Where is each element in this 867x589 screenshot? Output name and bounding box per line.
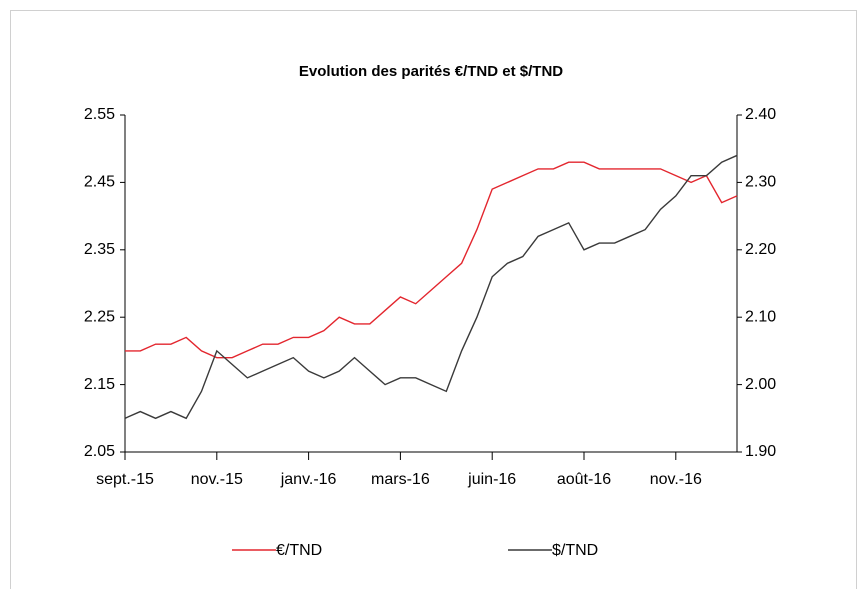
y-tick-label: 2.55 [84,106,115,123]
y-tick-label: 2.05 [84,443,115,460]
x-tick-label: mars-16 [371,471,430,488]
y-tick-label: 2.45 [84,174,115,191]
legend-label: €/TND [276,542,322,559]
x-tick-label: sept.-15 [96,471,154,488]
y2-tick-label: 2.00 [745,376,776,393]
y-tick-label: 2.25 [84,308,115,325]
y2-tick-label: 2.10 [745,308,776,325]
chart-title: Evolution des parités €/TND et $/TND [299,63,563,80]
y-tick-label: 2.35 [84,241,115,258]
y2-tick-label: 1.90 [745,443,776,460]
x-tick-label: nov.-16 [650,471,702,488]
x-tick-label: juin-16 [467,471,516,488]
x-tick-label: août-16 [557,471,611,488]
series-line [124,154,738,420]
legend-label: $/TND [552,542,598,559]
x-tick-label: nov.-15 [191,471,243,488]
y2-tick-label: 2.40 [745,106,776,123]
y2-tick-label: 2.30 [745,174,776,191]
y2-tick-label: 2.20 [745,241,776,258]
y-tick-label: 2.15 [84,376,115,393]
x-tick-label: janv.-16 [280,471,337,488]
chart-border [10,10,857,589]
series-line [125,161,738,359]
